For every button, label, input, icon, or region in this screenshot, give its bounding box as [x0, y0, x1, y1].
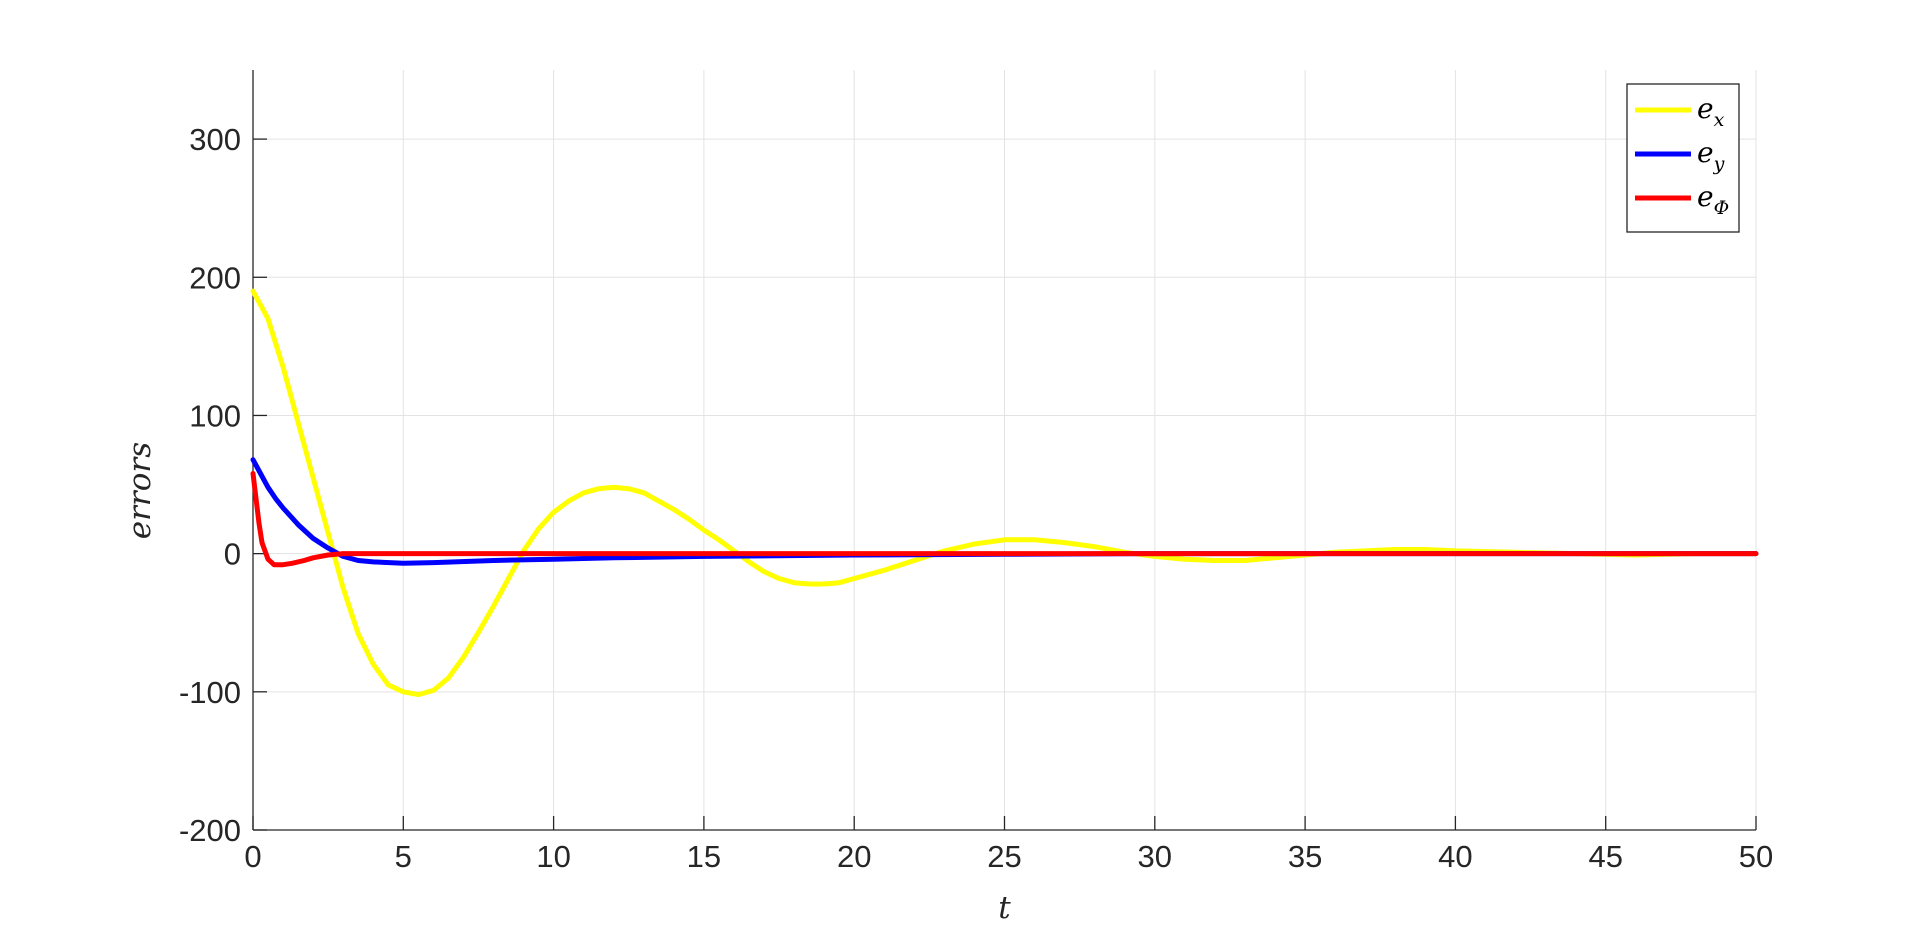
x-tick-label: 5: [395, 839, 412, 874]
y-tick-label: 100: [189, 398, 241, 433]
legend-entry: ex: [1697, 92, 1725, 131]
y-tick-label: 300: [189, 122, 241, 157]
series-line-x: [250, 288, 1759, 698]
x-tick-label: 45: [1588, 839, 1622, 874]
y-tick-label: -200: [179, 813, 241, 848]
legend: ex ey eΦ: [1626, 83, 1740, 233]
legend-entry: ey: [1697, 136, 1725, 175]
x-tick-label: 40: [1438, 839, 1472, 874]
y-tick-label: -100: [179, 675, 241, 710]
x-tick-label: 25: [987, 839, 1021, 874]
legend-entry: eΦ: [1697, 180, 1729, 219]
x-tick-label: 15: [687, 839, 721, 874]
series-layer: [250, 288, 1759, 698]
x-tick-label: 0: [244, 839, 261, 874]
y-tick-label: 0: [224, 537, 241, 572]
x-tick-label: 10: [536, 839, 570, 874]
x-tick-label: 50: [1739, 839, 1773, 874]
series-line-Φ: [250, 471, 1759, 568]
x-tick-label: 20: [837, 839, 871, 874]
x-axis-title: t: [998, 890, 1011, 925]
x-tick-label: 35: [1288, 839, 1322, 874]
grid-layer: [252, 70, 1757, 831]
x-tick-label: 30: [1138, 839, 1172, 874]
y-axis-title: errors: [122, 442, 158, 539]
axes-layer: 0 5 10 15 20 25 30 35 40 45 50 -200 -100 0 100 200 300: [179, 70, 1773, 874]
y-tick-label: 200: [189, 260, 241, 295]
